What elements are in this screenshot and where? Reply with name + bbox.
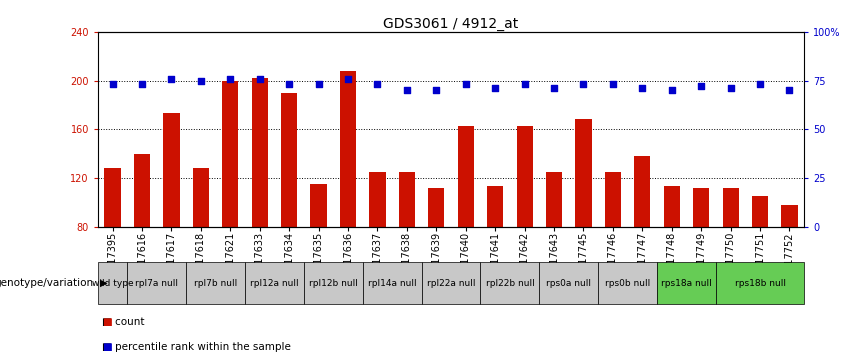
Bar	[252, 78, 268, 227]
Bar	[575, 120, 591, 227]
Text: rpl14a null: rpl14a null	[368, 279, 416, 288]
Bar	[781, 205, 797, 227]
Bar	[664, 187, 680, 227]
Bar	[458, 126, 474, 227]
Point	[724, 85, 738, 91]
Text: ■: ■	[102, 317, 111, 327]
Text: rps0a null: rps0a null	[546, 279, 591, 288]
Bar	[546, 172, 563, 227]
Bar	[186, 262, 245, 304]
Point	[577, 81, 591, 87]
Title: GDS3061 / 4912_at: GDS3061 / 4912_at	[384, 17, 518, 31]
Text: rps18a null: rps18a null	[661, 279, 711, 288]
Point	[194, 78, 208, 84]
Bar	[540, 262, 598, 304]
Point	[106, 81, 119, 87]
Bar	[517, 126, 533, 227]
Point	[636, 85, 649, 91]
Point	[753, 81, 767, 87]
Bar	[134, 154, 150, 227]
Bar	[598, 262, 657, 304]
Text: ■ count: ■ count	[102, 317, 145, 327]
Bar	[98, 262, 128, 304]
Point	[517, 81, 531, 87]
Bar	[163, 113, 180, 227]
Point	[253, 76, 266, 81]
Bar	[193, 168, 209, 227]
Bar	[281, 93, 297, 227]
Text: genotype/variation: genotype/variation	[0, 278, 94, 288]
Bar	[722, 188, 739, 227]
Text: rpl12b null: rpl12b null	[309, 279, 357, 288]
Point	[164, 76, 178, 81]
Bar	[481, 262, 540, 304]
Text: rps0b null: rps0b null	[605, 279, 650, 288]
Bar	[657, 262, 716, 304]
Text: rps18b null: rps18b null	[734, 279, 785, 288]
Point	[547, 85, 561, 91]
Bar	[428, 188, 444, 227]
Text: ■: ■	[102, 342, 111, 352]
Bar	[752, 196, 768, 227]
Point	[283, 81, 296, 87]
Bar	[634, 156, 650, 227]
Bar	[363, 262, 421, 304]
Point	[341, 76, 355, 81]
Point	[135, 81, 149, 87]
Point	[224, 76, 237, 81]
Text: rpl12a null: rpl12a null	[250, 279, 299, 288]
Bar	[399, 172, 415, 227]
Point	[488, 85, 502, 91]
Bar	[369, 172, 386, 227]
Text: rpl22a null: rpl22a null	[427, 279, 475, 288]
Text: rpl22b null: rpl22b null	[486, 279, 534, 288]
Point	[430, 87, 443, 93]
Point	[665, 87, 678, 93]
Bar	[716, 262, 804, 304]
Text: rpl7b null: rpl7b null	[194, 279, 237, 288]
Point	[371, 81, 385, 87]
Bar	[245, 262, 304, 304]
Bar	[304, 262, 363, 304]
Bar	[340, 71, 356, 227]
Bar	[105, 168, 121, 227]
Bar	[605, 172, 621, 227]
Point	[694, 84, 708, 89]
Point	[400, 87, 414, 93]
Text: ■ percentile rank within the sample: ■ percentile rank within the sample	[102, 342, 291, 352]
Text: rpl7a null: rpl7a null	[135, 279, 178, 288]
Bar	[128, 262, 186, 304]
Bar	[421, 262, 481, 304]
Text: wild type: wild type	[92, 279, 134, 288]
Bar	[693, 188, 709, 227]
Text: ▶: ▶	[100, 278, 107, 288]
Point	[606, 81, 620, 87]
Point	[459, 81, 472, 87]
Point	[311, 81, 325, 87]
Bar	[222, 81, 238, 227]
Bar	[311, 184, 327, 227]
Bar	[487, 187, 503, 227]
Point	[783, 87, 797, 93]
